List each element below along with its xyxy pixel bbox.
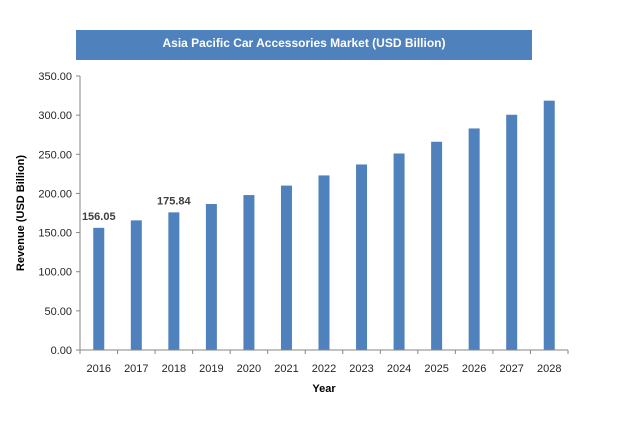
title-banner bbox=[76, 30, 532, 60]
y-tick-label: 100.00 bbox=[38, 267, 72, 279]
x-tick-label: 2026 bbox=[462, 363, 486, 375]
bar-2022 bbox=[318, 175, 330, 350]
plot-area bbox=[93, 100, 555, 350]
data-label-2016: 156.05 bbox=[82, 211, 116, 223]
y-tick-label: 150.00 bbox=[38, 228, 72, 240]
x-tick-label: 2020 bbox=[237, 363, 261, 375]
chart-title-text: Asia Pacific Car Accessories Market (USD… bbox=[163, 36, 446, 50]
bar-2028 bbox=[543, 100, 555, 350]
bar-2025 bbox=[431, 141, 443, 350]
chart-title: Asia Pacific Car Accessories Market (USD… bbox=[76, 30, 532, 60]
x-tick-label: 2019 bbox=[199, 363, 223, 375]
x-tick-label: 2022 bbox=[312, 363, 336, 375]
bar-2026 bbox=[468, 128, 480, 350]
x-tick-label: 2018 bbox=[162, 363, 186, 375]
y-ticks: 0.00 50.00 100.00 150.00 200.00 250.00 300.00 3… bbox=[38, 71, 80, 357]
x-tick-label: 2023 bbox=[349, 363, 373, 375]
bar-2021 bbox=[280, 185, 292, 350]
x-tick-label: 2017 bbox=[124, 363, 148, 375]
bar-2017 bbox=[130, 220, 142, 350]
x-tick-label: 2016 bbox=[87, 363, 111, 375]
y-tick-label: 0.00 bbox=[51, 345, 72, 357]
bar-2027 bbox=[506, 114, 518, 350]
y-tick-label: 250.00 bbox=[38, 149, 72, 161]
x-tick-label: 2027 bbox=[499, 363, 523, 375]
bar-2020 bbox=[243, 195, 255, 350]
bar-2019 bbox=[205, 203, 217, 350]
y-axis-title: Revenue (USD Billion) bbox=[15, 155, 27, 271]
x-ticks: 2016 2017 2018 2019 2020 2021 2022 2023 2024 2025… bbox=[79, 350, 569, 375]
x-tick-label: 2021 bbox=[274, 363, 298, 375]
y-tick-label: 350.00 bbox=[38, 71, 72, 83]
x-axis: 2016 2017 2018 2019 2020 2021 2022 2023 2024 2025… bbox=[79, 349, 569, 395]
x-tick-label: 2024 bbox=[387, 363, 411, 375]
y-tick-label: 300.00 bbox=[38, 110, 72, 122]
x-axis-title: Year bbox=[312, 383, 336, 395]
bar-2024 bbox=[393, 153, 405, 350]
x-tick-label: 2025 bbox=[424, 363, 448, 375]
y-tick-label: 50.00 bbox=[44, 306, 72, 318]
y-tick-label: 200.00 bbox=[38, 188, 72, 200]
data-label-2018: 175.84 bbox=[157, 195, 192, 207]
data-labels: 156.05 175.84 bbox=[82, 195, 192, 222]
y-axis: 0.00 50.00 100.00 150.00 200.00 250.00 300.00 3… bbox=[15, 71, 81, 357]
bar-2023 bbox=[356, 164, 368, 350]
bar-2016 bbox=[93, 227, 105, 350]
bar-2018 bbox=[168, 212, 180, 350]
x-tick-label: 2028 bbox=[537, 363, 561, 375]
